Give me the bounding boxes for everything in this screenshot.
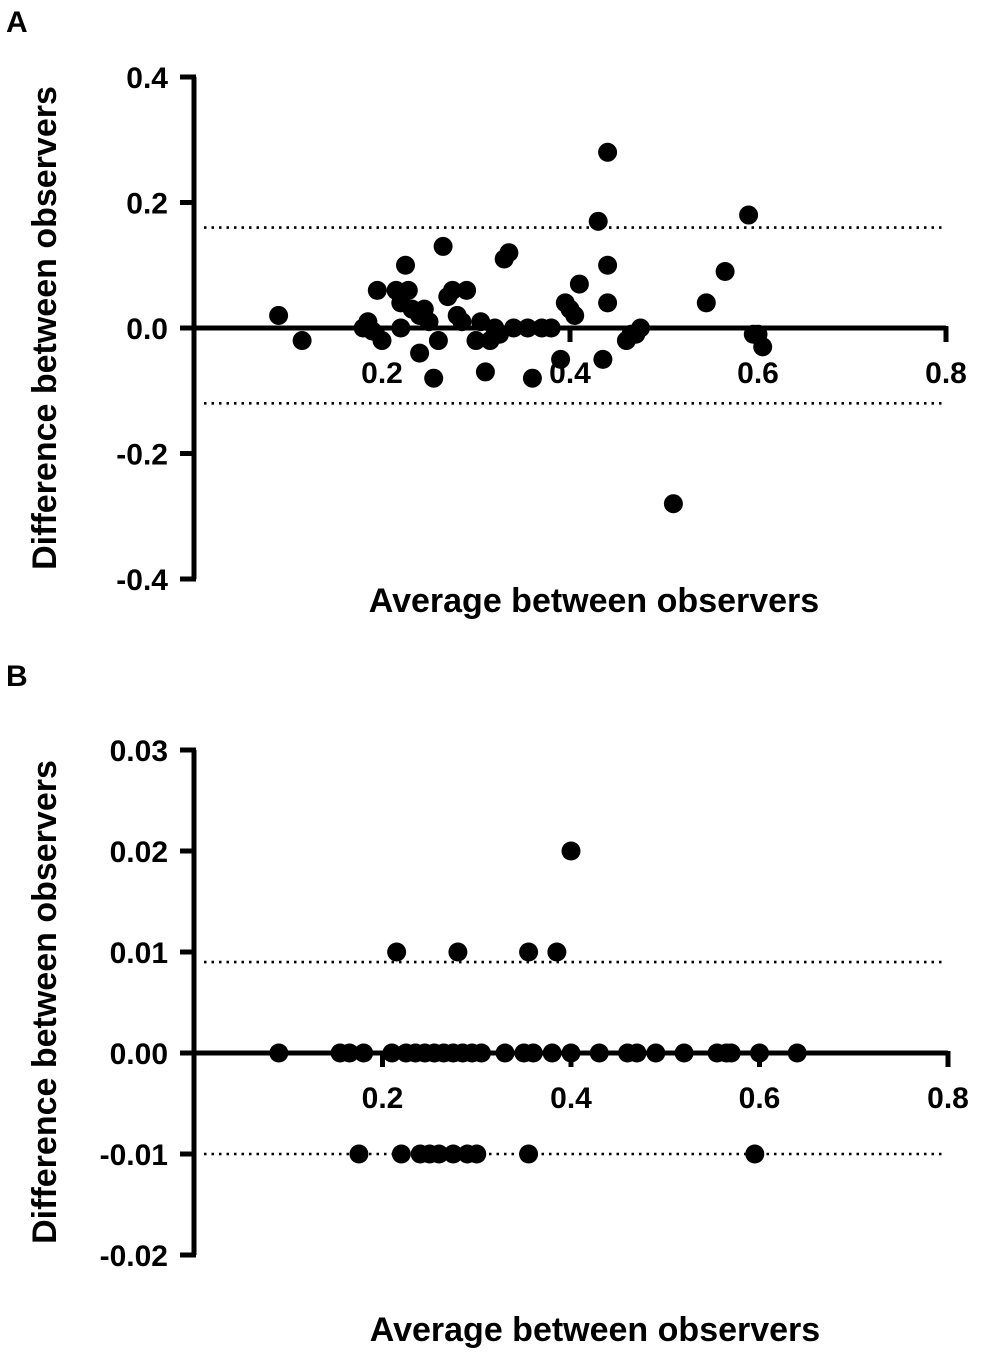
panel-a-data-point	[696, 293, 716, 313]
panel-b-data-point	[750, 1043, 769, 1063]
panel-a-data-point	[367, 280, 387, 300]
panel-b-data-point	[495, 1043, 515, 1063]
panel-b-y-tick-label: 0.02	[110, 836, 168, 869]
panel-b-data-point	[542, 1043, 562, 1063]
panel-b-y-tick-label: 0.01	[110, 937, 168, 970]
panel-b-x-tick-label: 0.8	[927, 1082, 969, 1115]
panel-a-data-point	[593, 349, 613, 369]
panel-b-y-tick-label: -0.02	[100, 1240, 168, 1273]
panel-a-data-point	[424, 368, 444, 388]
panel-a-y-axis-title: Difference between observers	[26, 86, 64, 570]
panel-a-data-point	[739, 205, 759, 225]
panel-a-data-point	[475, 362, 495, 382]
panel-a-x-tick-label: 0.8	[925, 357, 967, 390]
panel-b-data-point	[443, 1144, 463, 1164]
panel-b-data-point	[561, 841, 581, 861]
panel-b-x-tick-label: 0.4	[550, 1082, 592, 1115]
panel-b-data-point	[646, 1043, 666, 1063]
panel-b-data-point	[523, 1043, 543, 1063]
panel-a-data-point	[541, 318, 561, 338]
panel-a-x-tick-label: 0.2	[361, 357, 403, 390]
panel-b-data-point	[349, 1144, 369, 1164]
panel-b-data-point	[382, 1043, 402, 1063]
panel-a-data-point	[443, 280, 462, 300]
panel-a-data-point	[398, 280, 418, 300]
panel-b-y-axis-title: Difference between observers	[26, 760, 64, 1244]
panel-a-data-point	[372, 331, 392, 351]
panel-a-data-point	[499, 243, 519, 263]
panel-b-plot: 0.03 0.02 0.01 0.00 -0.01 -0.02 0.2 0.4 0.6 0.8 Av…	[26, 735, 969, 1349]
panel-b-data-point	[547, 942, 567, 962]
panel-b-y-tick-label: 0.00	[110, 1038, 168, 1071]
panel-a-letter: A	[6, 6, 28, 39]
panel-b-y-tick-label: -0.01	[100, 1139, 168, 1172]
panel-a-data-point	[457, 280, 477, 300]
panel-a-data-point	[631, 318, 650, 338]
panel-a-data-point	[433, 236, 453, 256]
panel-a-data-point	[466, 331, 486, 351]
panel-b-data-point	[354, 1043, 374, 1063]
panel-b-data-point	[429, 1144, 449, 1164]
panel-b: B 0.03 0.02 0.01 0.00 -0.01 -0.02 0.2 0.4 0.6 0.8…	[6, 660, 969, 1349]
panel-a-data-point	[396, 255, 415, 275]
panel-b-data-point	[269, 1043, 289, 1063]
panel-a-y-tick-label: 0.2	[126, 188, 168, 221]
panel-b-data-point	[561, 1043, 581, 1063]
panel-a-data-point	[518, 318, 538, 338]
panel-a-y-tick-label: 0.4	[126, 62, 168, 95]
panel-b-data-point	[721, 1043, 741, 1063]
panel-a-data-point	[598, 142, 618, 162]
panel-a-y-tick-label: -0.4	[116, 564, 168, 597]
panel-b-data-point	[519, 1144, 539, 1164]
panel-a-data-point	[269, 305, 289, 325]
panel-b-data-point	[467, 1144, 487, 1164]
panel-a-data-point	[292, 331, 312, 351]
panel-a-x-tick-label: 0.6	[737, 357, 779, 390]
panel-b-data-point	[745, 1144, 765, 1164]
panel-b-data-point	[589, 1043, 609, 1063]
panel-a-data-point	[588, 211, 608, 231]
panel-a-data-point	[452, 312, 472, 332]
panel-a-y-tick-label: -0.2	[116, 439, 168, 472]
panel-a-data-point	[715, 262, 735, 282]
panel-b-x-axis-title: Average between observers	[370, 1311, 820, 1349]
panel-a-data-point	[753, 337, 773, 357]
panel-a-data-point	[522, 368, 542, 388]
panel-a-data-point	[504, 318, 524, 338]
panel-b-data-point	[519, 942, 539, 962]
panel-a-data-point	[391, 318, 411, 338]
panel-a-y-tick-label: 0.0	[126, 313, 168, 346]
panel-a-data-point	[565, 305, 585, 325]
panel-b-data-point	[391, 1144, 411, 1164]
panel-b-data-point	[787, 1043, 807, 1063]
panel-b-letter: B	[6, 660, 28, 693]
panel-a-x-axis-title: Average between observers	[369, 582, 819, 620]
panel-b-x-tick-label: 0.2	[362, 1082, 404, 1115]
panel-b-data-point	[387, 942, 407, 962]
panel-a-data-point	[663, 494, 683, 514]
panel-b-x-tick-label: 0.6	[739, 1082, 781, 1115]
panel-a-data-point	[598, 293, 618, 313]
panel-a-data-point	[410, 343, 430, 363]
panel-b-y-tick-label: 0.03	[110, 735, 168, 768]
panel-b-data-point	[340, 1043, 360, 1063]
panel-a-data-point	[551, 349, 571, 369]
panel-a-data-point	[598, 255, 618, 275]
panel-b-data-point	[674, 1043, 694, 1063]
panel-a-data-point	[428, 331, 448, 351]
panel-b-data-point	[627, 1043, 647, 1063]
panel-a-data-point	[569, 274, 589, 294]
panel-b-data-point	[471, 1043, 491, 1063]
panel-a-data-point	[419, 312, 439, 332]
panel-b-data-point	[448, 942, 468, 962]
